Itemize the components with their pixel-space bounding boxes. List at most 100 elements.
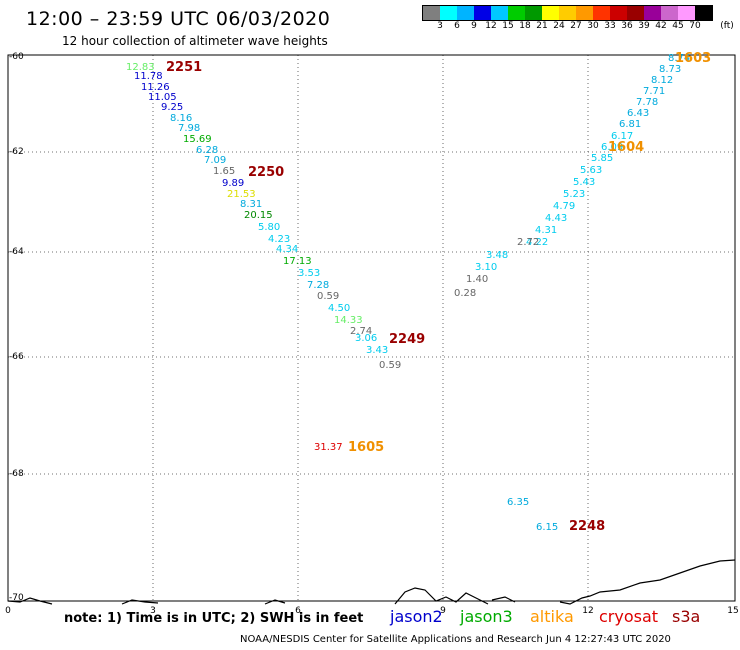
scale-label: 12 [485,21,497,31]
pass-label: 2248 [569,519,605,534]
wave-height-label: 5.80 [258,222,280,233]
scale-label: 39 [638,21,650,31]
wave-height-label: 5.43 [573,177,595,188]
wave-height-label: 4.50 [328,303,350,314]
scale-label: 42 [655,21,667,31]
wave-height-label: 5.23 [563,189,585,200]
x-axis-tick: 0 [5,606,11,616]
color-scale-labels: 3 6 9 12 15 18 21 24 27 30 33 36 39 42 45 70 (ft) [422,21,740,33]
wave-height-label: 8.16 [170,113,192,124]
scale-label: 9 [471,21,477,31]
wave-height-label: 14.33 [334,315,363,326]
wave-height-label: 9.89 [222,178,244,189]
scale-swatch [678,6,695,20]
scale-swatch [491,6,508,20]
scale-swatch [440,6,457,20]
wave-height-label: 4.22 [526,237,548,248]
wave-height-label: 4.23 [268,234,290,245]
pass-label: 1603 [675,51,711,66]
x-axis-tick: 9 [440,606,446,616]
scale-label: 27 [570,21,582,31]
wave-height-label: 2.72 [517,237,539,248]
wave-height-label: 15.69 [183,134,212,145]
map-subtitle: 12 hour collection of altimeter wave hei… [62,34,328,48]
wave-height-label: 6.09 [601,142,623,153]
grid-lines [8,55,735,600]
credit-line: NOAA/NESDIS Center for Satellite Applica… [240,634,671,645]
wave-height-label: 4.43 [545,213,567,224]
wave-height-label: 3.10 [475,262,497,273]
scale-label: 18 [519,21,531,31]
scale-swatch [525,6,542,20]
pass-label: 1604 [608,140,644,155]
x-axis-tick: 12 [582,606,593,616]
scale-label: 70 [689,21,701,31]
x-axis-tick: 6 [295,606,301,616]
scale-label: 36 [621,21,633,31]
scale-swatch [610,6,627,20]
footer-note: note: 1) Time is in UTC; 2) SWH is in fe… [64,611,364,626]
wave-height-label: 17.13 [283,256,312,267]
legend-jason3: jason3 [460,607,513,626]
wave-height-label: 11.05 [148,92,177,103]
scale-swatch [644,6,661,20]
map-title: 12:00 – 23:59 UTC 06/03/2020 [26,8,331,30]
scale-label: 24 [553,21,565,31]
wave-height-label: 7.28 [307,280,329,291]
scale-label: 15 [502,21,514,31]
scale-swatch [576,6,593,20]
scale-swatch [593,6,610,20]
wave-height-label: 3.06 [355,333,377,344]
wave-height-label: 6.28 [196,145,218,156]
wave-height-label: 8.74 [668,53,690,64]
wave-height-label: 7.71 [643,86,665,97]
wave-height-label: 12.83 [126,62,155,73]
wave-height-label: 1.65 [213,166,235,177]
scale-label: 21 [536,21,548,31]
scale-swatch [559,6,576,20]
scale-label: 30 [587,21,599,31]
y-axis-tick: -64 [9,247,24,257]
scale-swatch [474,6,491,20]
y-axis-tick: -70 [9,593,24,603]
scale-swatch [423,6,440,20]
wave-height-label: 8.31 [240,199,262,210]
scale-label: 33 [604,21,616,31]
map-frame [7,54,736,602]
y-axis-tick: -68 [9,469,24,479]
wave-height-label: 6.81 [619,119,641,130]
scale-swatch [508,6,525,20]
wave-height-label: 0.59 [379,360,401,371]
scale-label: 3 [437,21,443,31]
scale-swatch [661,6,678,20]
wave-height-label: 6.43 [627,108,649,119]
wave-height-label: 7.98 [178,123,200,134]
wave-height-label: 4.31 [535,225,557,236]
y-axis-tick: -62 [9,147,24,157]
color-scale [422,5,713,21]
scale-label: 45 [672,21,684,31]
legend-cryosat: cryosat [599,607,659,626]
wave-height-label: 4.34 [276,244,298,255]
wave-height-label: 5.63 [580,165,602,176]
wave-height-label: 11.78 [134,71,163,82]
pass-label: 2250 [248,165,284,180]
wave-height-label: 8.73 [659,64,681,75]
wave-height-label: 9.25 [161,102,183,113]
x-axis-tick: 15 [727,606,738,616]
wave-height-label: 11.26 [141,82,170,93]
scale-swatch [457,6,474,20]
x-axis-tick: 3 [150,606,156,616]
wave-height-label: 6.17 [611,131,633,142]
y-axis-tick: -66 [9,352,24,362]
wave-height-label: 4.79 [553,201,575,212]
wave-height-label: 0.28 [454,288,476,299]
wave-height-label: 1.40 [466,274,488,285]
wave-height-label: 7.78 [636,97,658,108]
scale-label: 6 [454,21,460,31]
wave-height-label: 5.85 [591,153,613,164]
wave-height-label: 3.43 [366,345,388,356]
y-axis-tick: -60 [9,52,24,62]
wave-height-label: 0.59 [317,291,339,302]
wave-height-label: 2.74 [350,326,372,337]
